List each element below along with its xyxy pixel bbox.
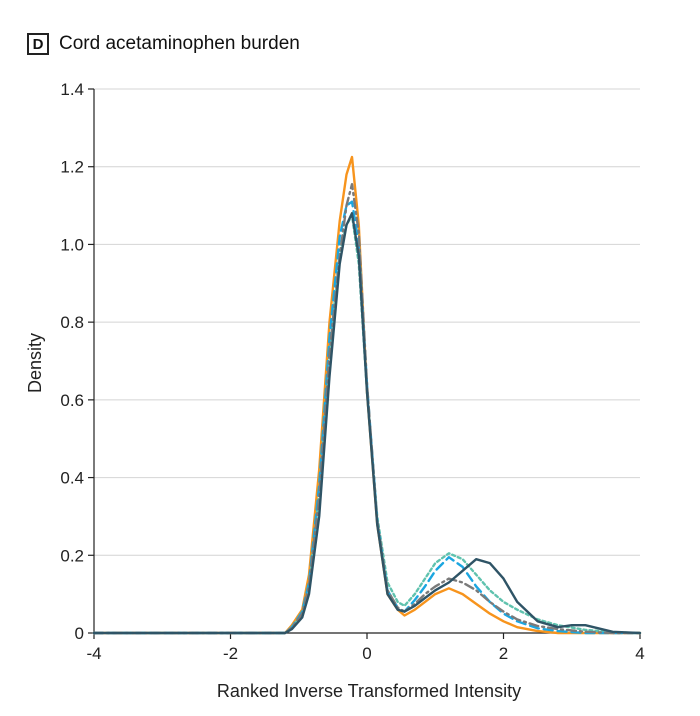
series-line-teal-dotted: [92, 214, 642, 635]
x-tick-label: 2: [499, 644, 508, 663]
x-axis-title: Ranked Inverse Transformed Intensity: [217, 681, 521, 701]
x-tick-label: 0: [362, 644, 371, 663]
tick-labels: 0 0.2 0.4 0.6 0.8 1.0 1.2 1.4 -4 -2 0 2 4: [60, 80, 644, 663]
series-line-orange-solid: [92, 155, 642, 635]
series-line-gray-dashdot: [92, 183, 642, 635]
axes: [88, 88, 641, 639]
x-tick-label: -2: [223, 644, 238, 663]
chart-title: Cord acetaminophen burden: [59, 33, 300, 54]
y-axis-title: Density: [25, 333, 45, 393]
y-tick-label: 1.4: [60, 80, 84, 99]
series-line-darkslate-solid: [92, 212, 642, 635]
y-tick-label: 1.0: [60, 235, 84, 254]
y-tick-label: 0: [75, 624, 84, 643]
series-line-blue-dashed: [92, 200, 642, 635]
panel-header: D Cord acetaminophen burden: [27, 33, 300, 55]
x-tick-label: -4: [86, 644, 101, 663]
y-tick-label: 0.2: [60, 546, 84, 565]
y-tick-label: 0.6: [60, 391, 84, 410]
gridlines: [94, 88, 640, 556]
y-tick-label: 1.2: [60, 158, 84, 177]
y-tick-label: 0.8: [60, 313, 84, 332]
y-tick-label: 0.4: [60, 469, 84, 488]
panel-letter-badge: D: [27, 33, 49, 55]
series-lines: [92, 155, 642, 635]
x-tick-label: 4: [635, 644, 644, 663]
